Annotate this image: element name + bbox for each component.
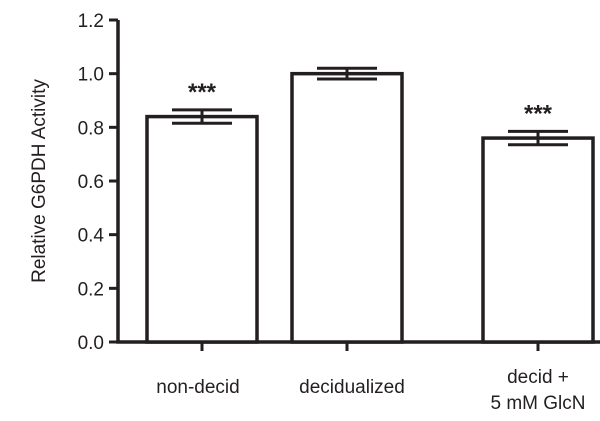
bar: [290, 71, 404, 344]
y-tick-label: 0.0: [78, 333, 104, 354]
bars: *** ***: [145, 66, 595, 344]
y-axis-label: Relative G6PDH Activity: [29, 79, 50, 283]
bar: [145, 114, 259, 344]
y-tick-label: 0.4: [78, 226, 105, 247]
significance-label: ***: [524, 100, 553, 127]
significance-label: ***: [188, 79, 217, 106]
category-label: decid +: [507, 367, 569, 388]
category-labels: non-decid decidualized decid + 5 mM GlcN: [156, 367, 585, 414]
category-label: 5 mM GlcN: [491, 393, 586, 414]
bar: [481, 136, 595, 344]
y-tick-label: 1.0: [78, 65, 104, 86]
y-tick-label: 0.6: [78, 172, 104, 193]
y-axis-label-group: Relative G6PDH Activity: [29, 79, 50, 283]
y-tick-label: 1.2: [78, 11, 104, 32]
y-tick-label: 0.8: [78, 118, 104, 139]
category-label: decidualized: [299, 377, 405, 398]
y-tick-label: 0.2: [78, 279, 104, 300]
category-label: non-decid: [156, 377, 239, 398]
